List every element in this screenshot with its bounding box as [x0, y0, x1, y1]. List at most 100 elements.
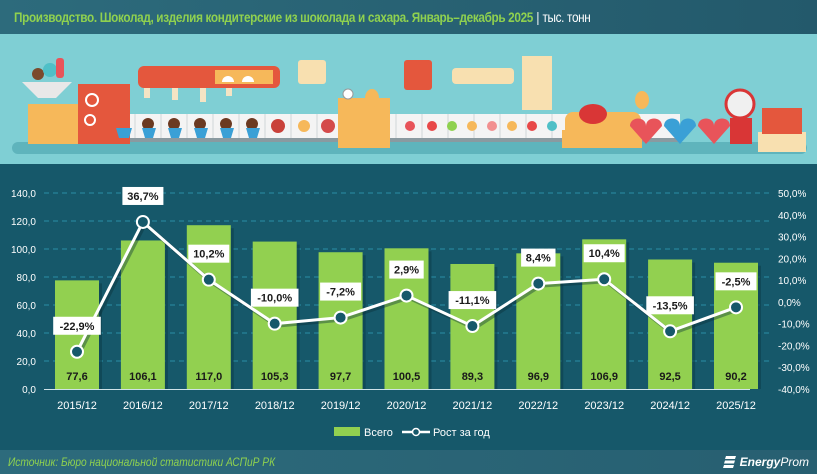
growth-label-box: [320, 282, 362, 301]
bar-vsego: [582, 239, 627, 389]
growth-marker: [333, 310, 348, 325]
timer-icon: [342, 88, 354, 100]
growth-marker: [135, 214, 150, 229]
right-axis-tick-label: 50,0%: [778, 189, 806, 200]
x-axis-tick-label: 2020/12: [387, 400, 427, 412]
unit-label: тыс. тонн: [542, 9, 591, 25]
left-axis-tick-label: 120,0: [11, 217, 36, 228]
growth-marker: [399, 288, 414, 303]
red-dome-icon: [579, 104, 607, 124]
growth-value-label: 36,7%: [127, 191, 158, 203]
left-axis-tick-label: 100,0: [11, 245, 36, 256]
bar-value-label: 117,0: [195, 371, 222, 383]
left-axis-tick-label: 140,0: [11, 189, 36, 200]
left-axis-tick-label: 20,0: [17, 357, 37, 368]
lollipops: [405, 121, 557, 131]
title-text: Производство. Шоколад, изделия кондитерс…: [14, 9, 534, 25]
header-bar: Производство. Шоколад, изделия кондитерс…: [0, 0, 817, 34]
gauge-icon: [222, 76, 254, 82]
growth-value-label: 10,2%: [193, 249, 224, 261]
gumball-base: [730, 118, 752, 144]
growth-value-label: -7,2%: [326, 287, 355, 299]
conveyor-segments: [134, 114, 553, 138]
bar-vsego: [648, 259, 693, 389]
growth-label-box: [521, 248, 556, 267]
combo-chart: 0,0 20,0 40,0 60,0 80,0 100,0 120,0 140,0 -40,0%…: [11, 186, 810, 439]
balloon-icon: [365, 89, 379, 107]
growth-marker: [663, 324, 678, 339]
legend-label-rost: Рост за год: [433, 427, 490, 439]
bar-value-label: 105,3: [261, 371, 289, 383]
legend-label-vsego: Всего: [364, 427, 393, 439]
hopper: [22, 82, 72, 98]
gauge-box: [298, 60, 326, 84]
bar-vsego: [120, 240, 165, 389]
factory-illustration: [12, 56, 807, 154]
candy-pile-icon: [32, 68, 44, 80]
logo-text-light: Prom: [780, 455, 809, 469]
x-axis-tick-label: 2017/12: [189, 400, 229, 412]
growth-label-box: [53, 316, 101, 335]
footer-bar: [0, 450, 817, 474]
growth-marker: [729, 300, 743, 315]
floor-shadow: [12, 142, 807, 154]
gear-icon: [84, 114, 96, 126]
right-axis-tick-label: 30,0%: [778, 233, 806, 244]
right-axis-tick-label: -10,0%: [778, 320, 810, 331]
bar-value-label: 92,5: [659, 371, 680, 383]
growth-value-label: -13,5%: [653, 300, 688, 312]
x-axis-tick-label: 2016/12: [123, 400, 163, 412]
right-axis-tick-label: -30,0%: [778, 363, 810, 374]
growth-label-box: [250, 288, 299, 307]
growth-value-label: 10,4%: [589, 248, 620, 260]
bar-value-label: 77,6: [66, 371, 87, 383]
donut-panel: [452, 68, 514, 84]
x-axis-tick-label: 2024/12: [650, 400, 690, 412]
cupcakes: [116, 118, 335, 138]
left-axis-tick-label: 80,0: [17, 273, 37, 284]
heart-boxes: [630, 118, 730, 144]
growth-marker: [70, 344, 84, 359]
right-axis-tick-label: 20,0%: [778, 254, 806, 265]
conveyor-rail: [110, 138, 680, 142]
candy-box: [762, 108, 802, 134]
right-axis-tick-label: 0,0%: [778, 298, 801, 309]
donut-icon: [43, 63, 57, 77]
right-axis-tick-label: 10,0%: [778, 276, 806, 287]
growth-marker: [201, 272, 216, 287]
growth-label-box: [188, 244, 230, 263]
x-axis-tick-label: 2018/12: [255, 400, 295, 412]
bar-value-label: 106,1: [129, 371, 157, 383]
energyprom-logo: EnergyProm: [722, 452, 809, 472]
growth-label-box: [448, 291, 497, 310]
right-axis-tick-label: 40,0%: [778, 211, 806, 222]
orange-machine: [338, 98, 390, 148]
title-separator: |: [536, 9, 540, 25]
bar-value-label: 97,7: [330, 371, 351, 383]
source-note: Источник: Бюро национальной статистики А…: [8, 455, 276, 469]
bar-value-label: 106,9: [590, 371, 618, 383]
bar-value-label: 100,5: [393, 371, 421, 383]
right-axis-tick-label: -20,0%: [778, 341, 810, 352]
logo-text-bold: Energy: [739, 455, 781, 469]
chart-title: Производство. Шоколад, изделия кондитерс…: [14, 9, 591, 25]
balloon-icon: [635, 91, 649, 109]
growth-value-label: 2,9%: [394, 265, 419, 277]
x-axis-tick-label: 2015/12: [57, 400, 97, 412]
growth-label-box: [583, 244, 625, 263]
right-axis-tick-label: -40,0%: [778, 385, 810, 396]
x-axis-tick-label: 2022/12: [518, 400, 558, 412]
left-axis-tick-label: 60,0: [17, 301, 37, 312]
bar-value-label: 89,3: [462, 371, 483, 383]
growth-value-label: -22,9%: [60, 321, 95, 333]
growth-label-box: [715, 272, 757, 291]
growth-marker: [597, 272, 612, 287]
growth-marker: [267, 316, 282, 331]
bar-vsego: [516, 253, 561, 389]
legend-swatch-vsego: [334, 427, 360, 436]
bar-value-label: 90,2: [725, 371, 746, 383]
left-console: [28, 104, 78, 144]
growth-value-label: -2,5%: [722, 276, 751, 288]
red-gauge-box: [404, 60, 432, 90]
growth-label-box: [122, 186, 164, 205]
